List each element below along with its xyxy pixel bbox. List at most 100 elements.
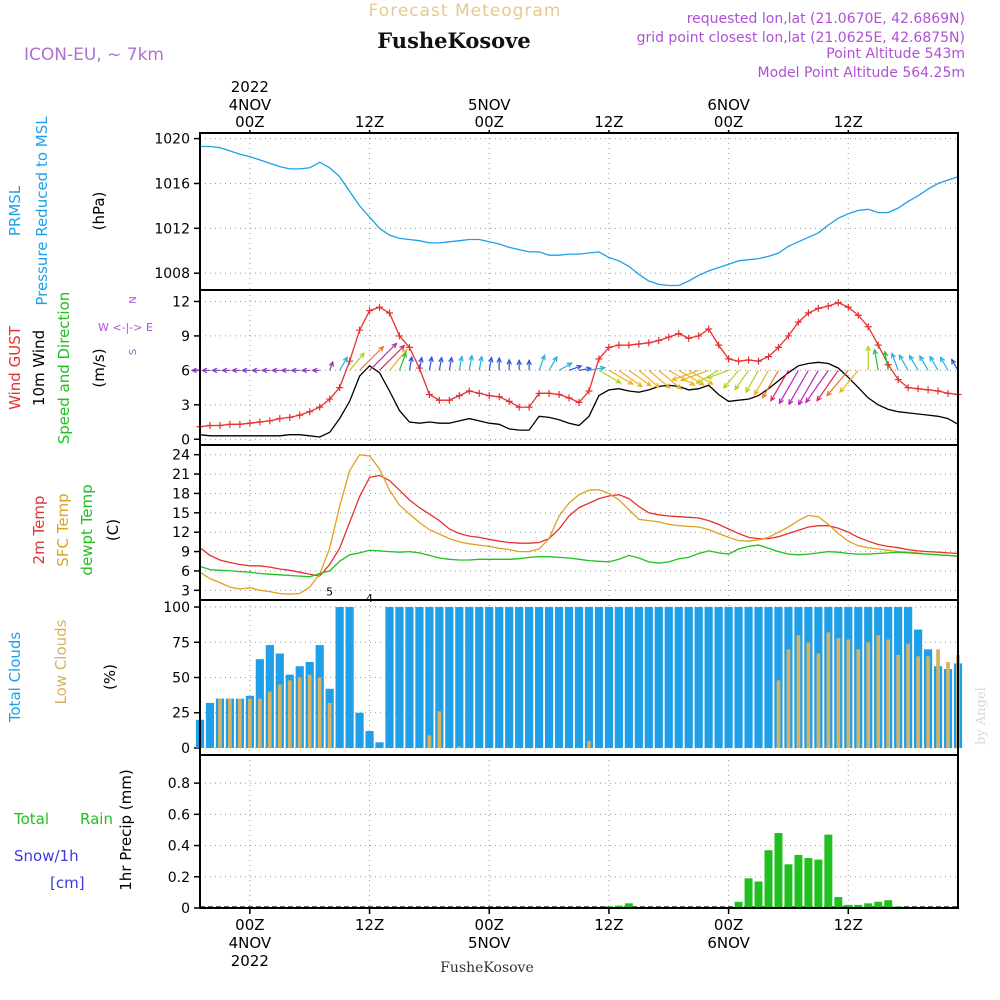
wind-arrow-head: [762, 392, 768, 399]
wind-arrow: [707, 369, 729, 379]
wind-arrow: [418, 357, 423, 371]
gust-marker: [505, 397, 513, 405]
total-cloud-bar: [714, 607, 723, 748]
low-cloud-bar: [427, 735, 432, 748]
wind-arrow: [909, 355, 919, 371]
cloud-unit-label: (%): [101, 664, 119, 690]
total-cloud-bar: [415, 607, 424, 748]
wind-arrow-head: [585, 366, 593, 372]
low-cloud-bar: [936, 649, 940, 748]
y-tick-label: 0.2: [168, 870, 190, 886]
rain-bar: [614, 905, 623, 908]
total-cloud-label: Total Clouds: [6, 632, 24, 724]
top-day-label: 4NOV: [229, 96, 272, 114]
total-cloud-bar: [485, 607, 494, 748]
wind-arrow: [753, 370, 770, 395]
gust-marker: [944, 389, 952, 397]
series-line-2m-temp: [199, 474, 959, 577]
low-cloud-label: Low Clouds: [52, 619, 70, 704]
low-cloud-bar: [218, 698, 222, 748]
low-cloud-bar: [896, 654, 900, 748]
wind-arrow: [329, 361, 334, 371]
top-day-label: 5NOV: [468, 96, 511, 114]
rain-bar: [884, 900, 893, 908]
bottom-time-tick-label: 12Z: [355, 916, 384, 934]
gust-marker: [655, 337, 663, 345]
wind-arrow-head: [240, 367, 248, 374]
series-line-pressure: [200, 145, 959, 287]
wind-arrow-head: [448, 356, 454, 363]
low-cloud-bar: [776, 680, 781, 748]
gust-marker: [665, 333, 673, 341]
total-cloud-bar: [704, 607, 713, 748]
gust-marker: [565, 394, 573, 402]
wind-arrow: [788, 370, 809, 405]
wind-arrow: [778, 370, 799, 404]
low-cloud-bar: [866, 642, 871, 748]
wind-arrow: [428, 356, 433, 371]
wind-arrow-head: [401, 351, 407, 359]
rain-bar: [874, 901, 883, 908]
gust-marker: [435, 396, 443, 404]
total-cloud-bar: [554, 607, 564, 748]
y-tick-label: 6: [181, 363, 190, 379]
low-cloud-bar: [267, 691, 272, 748]
t2m-label: 2m Temp: [30, 496, 48, 565]
gust-marker: [286, 413, 294, 421]
panel-frame: [199, 444, 959, 601]
pressure-label: PRMSL: [6, 185, 24, 236]
low-cloud-bar: [307, 674, 312, 748]
wind-arrow-head: [797, 399, 804, 406]
y-tick-label: 12: [172, 525, 190, 541]
wind-arrow-head: [190, 367, 197, 374]
y-tick-label: 9: [181, 545, 190, 561]
rain-bar: [834, 897, 843, 908]
low-cloud-bar: [317, 677, 322, 748]
bottom-time-tick-label: 00Z: [235, 916, 264, 934]
low-cloud-bar: [856, 649, 861, 748]
y-tick-label: 1008: [154, 266, 190, 282]
series-line-dewpt-temp: [199, 544, 959, 578]
total-cloud-bar: [654, 607, 663, 748]
wind-arrow-head: [468, 354, 474, 361]
compass-row: W <-|-> E: [98, 321, 153, 334]
low-cloud-bar: [826, 632, 831, 748]
wind-arrow: [816, 370, 839, 402]
gust-marker: [904, 384, 912, 392]
gust-marker: [705, 325, 713, 333]
gust-marker: [465, 387, 473, 395]
wind-arrow: [826, 369, 849, 397]
wind-arrow: [873, 349, 879, 371]
gust-marker: [635, 340, 643, 348]
wind-arrow-head: [706, 374, 713, 380]
wind-label: 10m Wind: [30, 330, 48, 406]
gust-marker: [395, 332, 403, 340]
rain-bar: [804, 858, 813, 908]
wind-arrow-head: [865, 344, 871, 352]
wind-arrow: [734, 370, 750, 390]
wind-arrow-head: [745, 386, 751, 394]
wind-arrow-head: [290, 367, 297, 374]
y-tick-label: 12: [172, 294, 190, 310]
wind-arrow: [940, 357, 949, 371]
wind-arrow-head: [890, 352, 897, 359]
wind-arrow-head: [231, 367, 238, 374]
gust-marker: [735, 357, 743, 365]
top-time-tick-label: 00Z: [714, 113, 743, 131]
credit-label: by Angel: [974, 687, 989, 745]
total-cloud-bar: [724, 607, 733, 748]
total-cloud-bar: [425, 607, 434, 748]
gust-marker: [535, 389, 543, 397]
rain-bar: [794, 854, 803, 908]
wind-arrow-head: [698, 380, 706, 386]
wind-arrow: [458, 356, 463, 371]
gust-marker: [256, 418, 264, 426]
total-cloud-bar: [345, 607, 354, 748]
low-cloud-bar: [846, 639, 851, 748]
wind-arrow-head: [898, 354, 904, 361]
wind-arrow: [398, 352, 407, 371]
y-tick-label: 6: [181, 564, 190, 580]
rain-bar: [734, 901, 743, 908]
gust-marker: [725, 355, 733, 363]
wind-arrow-head: [671, 375, 678, 382]
